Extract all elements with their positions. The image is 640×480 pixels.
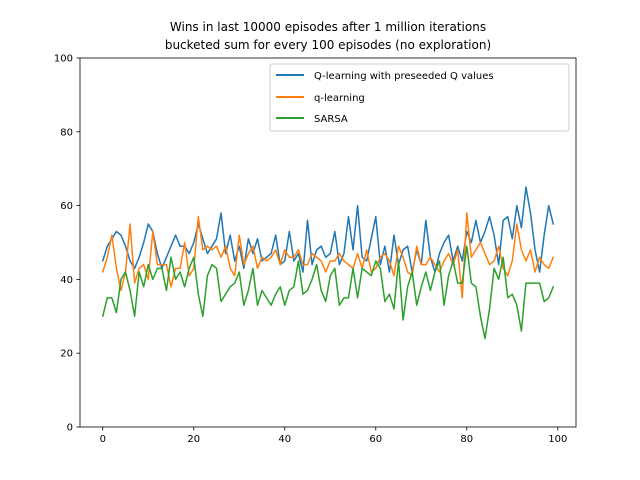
series-line-0 [102, 186, 554, 273]
y-tick-label: 20 [60, 349, 73, 360]
x-tick-label: 0 [100, 434, 106, 445]
x-tick-label: 40 [278, 434, 291, 445]
series-lines [102, 186, 554, 340]
legend-label-sarsa: SARSA [314, 114, 348, 125]
x-tick-label: 100 [548, 434, 567, 445]
chart-title-line-2: bucketed sum for every 100 episodes (no … [165, 38, 491, 52]
chart-title-line-1: Wins in last 10000 episodes after 1 mill… [170, 20, 486, 34]
legend-label-q-learning-preseeded: Q-learning with preseeded Q values [314, 71, 494, 82]
y-tick-label: 40 [60, 275, 73, 286]
legend-label-q-learning: q-learning [314, 93, 365, 104]
series-line-1 [102, 212, 554, 299]
axes: 0 20 40 60 80 100 0 20 40 60 80 100 [54, 54, 577, 445]
y-tick-label: 100 [54, 54, 73, 65]
legend: Q-learning with preseeded Q values q-lea… [269, 63, 570, 132]
x-tick-label: 80 [460, 434, 473, 445]
series-line-2 [102, 245, 554, 340]
y-tick-label: 60 [60, 201, 73, 212]
y-tick-label: 0 [67, 423, 73, 434]
x-tick-label: 20 [187, 434, 200, 445]
x-tick-label: 60 [369, 434, 382, 445]
plot-frame [79, 57, 577, 428]
y-tick-label: 80 [60, 127, 73, 138]
legend-box [269, 63, 570, 132]
